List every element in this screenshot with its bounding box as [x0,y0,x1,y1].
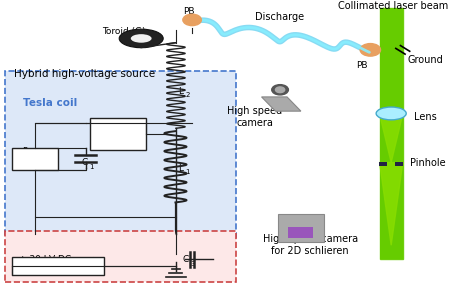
Text: Toroid (C: Toroid (C [102,27,141,36]
Text: 2: 2 [185,92,190,98]
FancyBboxPatch shape [11,148,58,170]
Text: 1: 1 [89,164,93,170]
Polygon shape [380,162,403,245]
Ellipse shape [376,107,406,120]
Text: Triggered
HV
switch: Triggered HV switch [89,119,128,149]
Circle shape [183,14,201,26]
Text: Hybrid high-voltage source: Hybrid high-voltage source [14,69,155,79]
FancyBboxPatch shape [395,162,403,166]
Text: L: L [178,164,183,173]
FancyBboxPatch shape [90,118,146,150]
Text: ): ) [141,27,145,36]
Text: High speed
camera: High speed camera [227,106,282,128]
Circle shape [272,85,288,95]
FancyBboxPatch shape [5,231,236,282]
Polygon shape [380,8,403,259]
Text: Ground: Ground [407,55,443,65]
Text: Tesla coil: Tesla coil [23,98,77,108]
Text: C: C [183,255,189,264]
Text: PB: PB [356,61,368,70]
Ellipse shape [119,29,163,48]
FancyBboxPatch shape [278,214,324,242]
FancyBboxPatch shape [379,162,387,166]
Text: Lens: Lens [414,112,437,122]
Text: 1: 1 [185,169,190,175]
Ellipse shape [131,34,152,43]
FancyBboxPatch shape [5,71,236,237]
Text: High speed camera
for 2D schlieren: High speed camera for 2D schlieren [263,234,358,256]
FancyBboxPatch shape [288,227,313,238]
Text: Discharge: Discharge [255,12,304,22]
Text: 2: 2 [137,33,141,41]
Text: Collimated laser beam: Collimated laser beam [338,1,448,11]
Text: Power
supply: Power supply [21,147,49,166]
Text: C: C [81,158,87,167]
Circle shape [275,87,285,93]
FancyBboxPatch shape [380,8,403,259]
Text: PB: PB [183,7,194,16]
Text: L: L [178,87,183,96]
Circle shape [360,43,381,56]
Text: Pinhole: Pinhole [410,158,445,168]
Text: 3: 3 [191,261,195,267]
Polygon shape [380,114,403,162]
Text: + 30 kV DC source: + 30 kV DC source [18,255,103,264]
Polygon shape [262,97,301,111]
FancyBboxPatch shape [11,257,104,275]
